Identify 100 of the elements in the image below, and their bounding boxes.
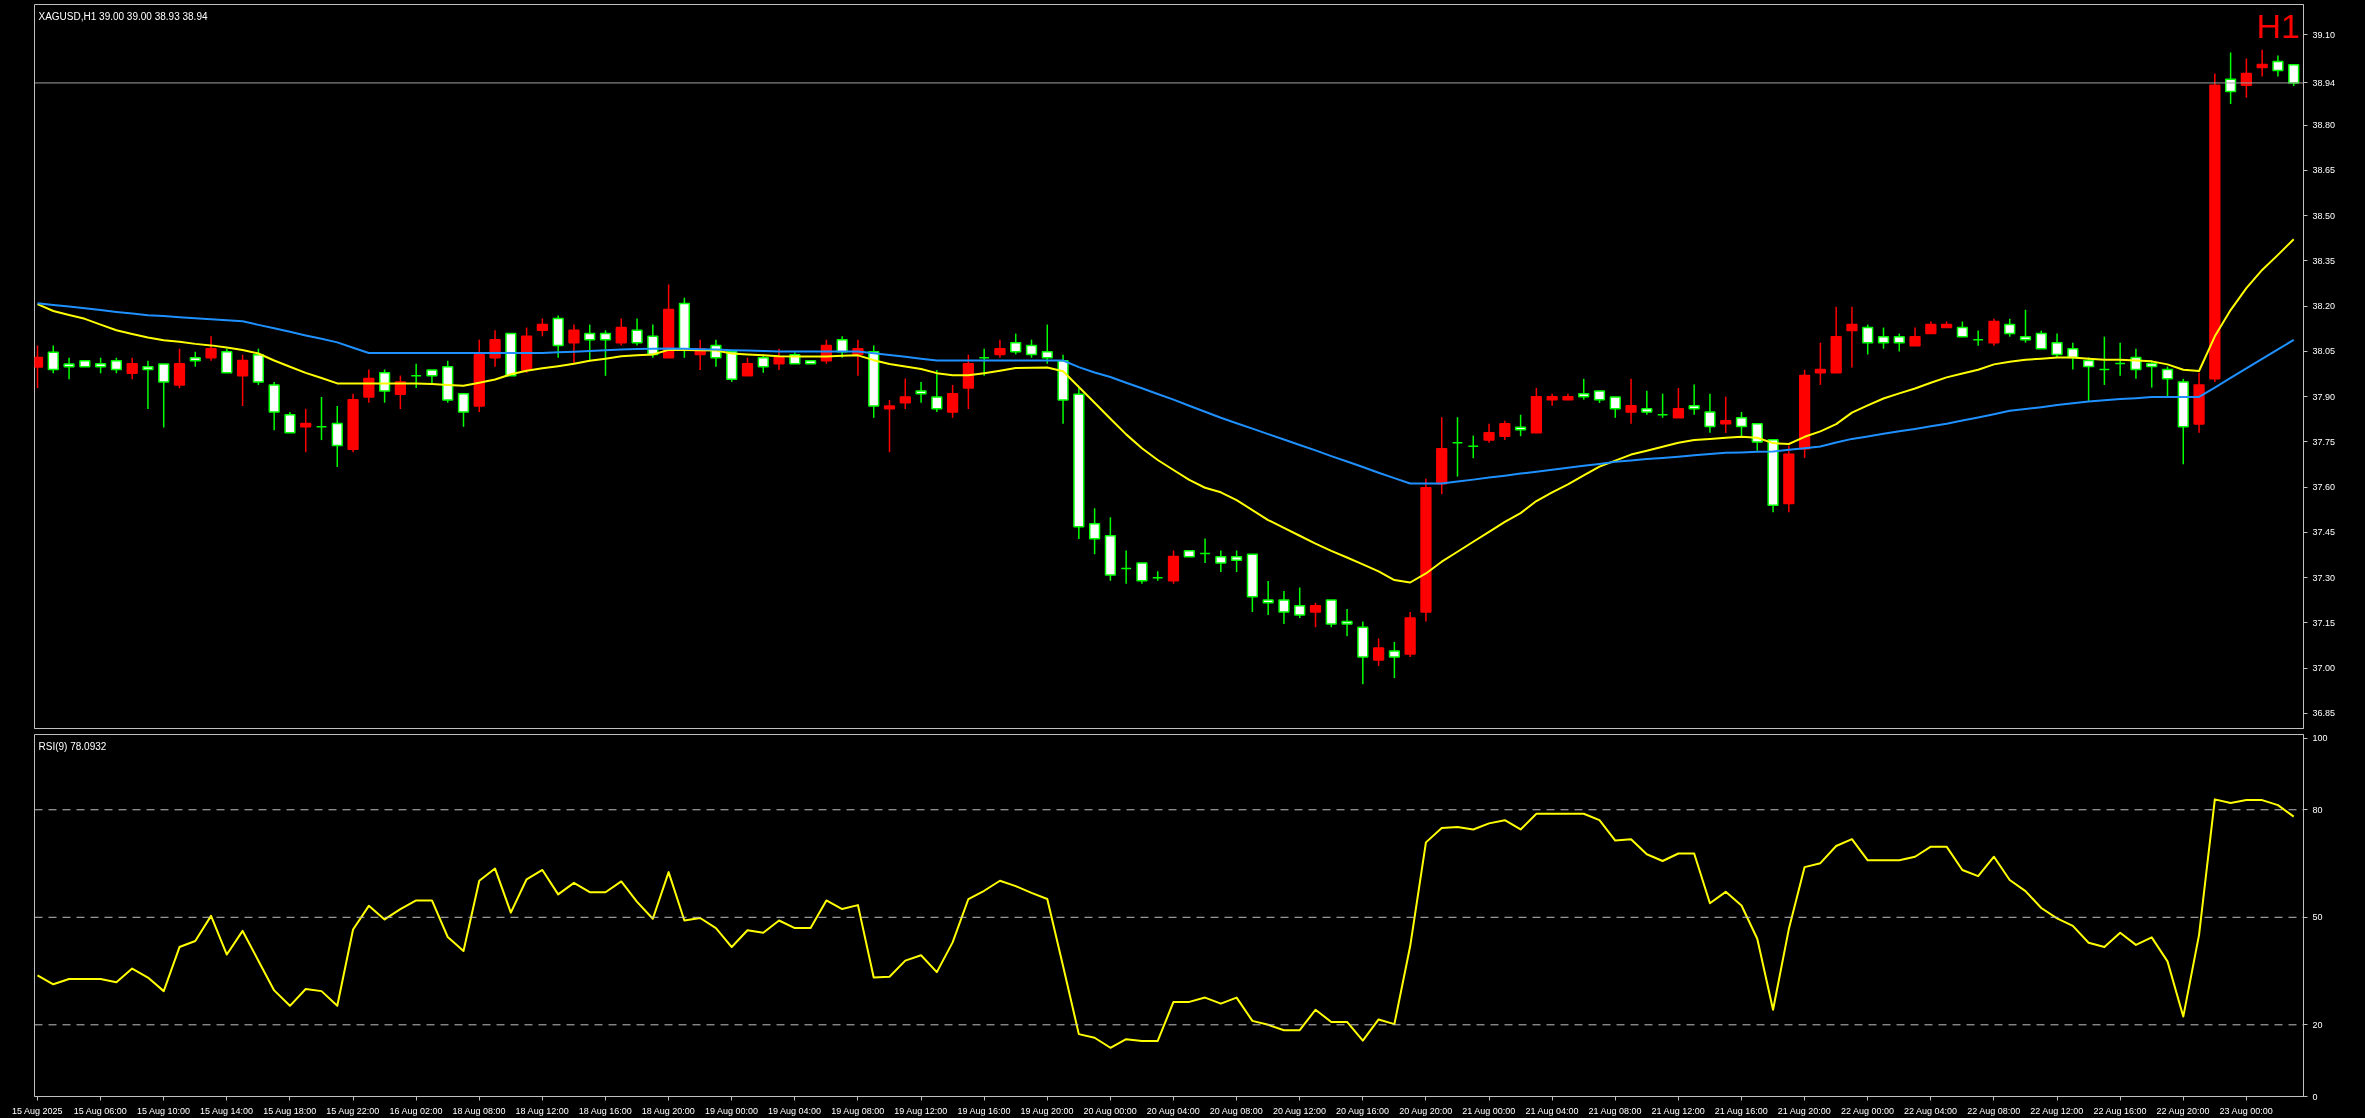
candlestick <box>2146 359 2158 389</box>
candlestick <box>457 392 470 428</box>
candlestick <box>1578 378 1590 401</box>
candlestick <box>2098 335 2111 386</box>
candlestick <box>615 317 627 347</box>
candlestick <box>300 407 312 453</box>
x-tick-label: 15 Aug 06:00 <box>73 1105 127 1116</box>
x-tick-label: 21 Aug 08:00 <box>1588 1105 1642 1116</box>
y-tick-label: 37.90 <box>2312 391 2336 402</box>
y-tick-label: 20 <box>2312 1019 2323 1030</box>
x-tick-label: 20 Aug 08:00 <box>1209 1105 1263 1116</box>
candlestick <box>1088 507 1101 555</box>
x-tick-label: 19 Aug 16:00 <box>957 1105 1011 1116</box>
candlestick <box>2082 356 2095 402</box>
x-tick-label: 19 Aug 12:00 <box>894 1105 948 1116</box>
candlestick <box>1672 387 1685 419</box>
line-series <box>36 302 2295 485</box>
candlestick <box>599 329 612 377</box>
candlestick <box>1688 383 1700 416</box>
candlestick <box>1846 306 1858 369</box>
candlestick <box>47 344 59 374</box>
x-tick-label: 22 Aug 20:00 <box>2156 1105 2210 1116</box>
candlestick <box>1972 329 1984 347</box>
y-tick-label: 38.35 <box>2312 255 2336 266</box>
candlestick <box>1136 562 1148 585</box>
x-tick-label: 22 Aug 00:00 <box>1840 1105 1895 1116</box>
candlestick <box>284 411 296 434</box>
candlestick <box>1309 601 1322 628</box>
candlestick <box>2114 341 2126 377</box>
candlestick <box>1010 332 1022 356</box>
candlestick <box>1372 637 1385 667</box>
x-tick-label: 16 Aug 02:00 <box>389 1105 443 1116</box>
candlestick <box>1041 323 1053 365</box>
candlestick <box>1656 392 1669 419</box>
candlestick <box>1451 416 1464 478</box>
y-tick-label: 38.05 <box>2312 346 2336 357</box>
candlestick <box>773 347 785 371</box>
candlestick <box>978 347 990 377</box>
x-tick-label: 15 Aug 18:00 <box>263 1105 317 1116</box>
candlestick <box>1199 537 1211 564</box>
candlestick <box>1278 590 1290 625</box>
line-series <box>36 238 2295 584</box>
candlestick <box>568 323 580 365</box>
candlestick <box>1909 326 1921 347</box>
x-tick-label: 19 Aug 00:00 <box>704 1105 759 1116</box>
candlestick <box>1988 318 2000 347</box>
y-tick-label: 100 <box>2312 733 2328 744</box>
candlestick <box>173 347 186 389</box>
x-tick-label: 19 Aug 20:00 <box>1020 1105 1074 1116</box>
candlestick <box>331 405 343 468</box>
candlestick <box>1735 411 1748 437</box>
candlestick <box>410 363 422 389</box>
x-tick-label: 20 Aug 20:00 <box>1399 1105 1453 1116</box>
y-tick-label: 38.50 <box>2312 210 2336 221</box>
x-tick-label: 18 Aug 20:00 <box>641 1105 695 1116</box>
y-tick-label: 38.20 <box>2312 301 2336 312</box>
candlestick <box>931 369 943 413</box>
x-tick-label: 15 Aug 2025 <box>11 1105 63 1116</box>
y-tick-label: 37.15 <box>2312 617 2336 628</box>
candlestick <box>236 353 249 407</box>
candlestick <box>142 360 154 410</box>
candlestick <box>2161 365 2174 398</box>
candlestick <box>631 317 643 347</box>
x-tick-label: 22 Aug 08:00 <box>1967 1105 2021 1116</box>
x-tick-label: 22 Aug 16:00 <box>2093 1105 2147 1116</box>
candlestick <box>1625 378 1637 425</box>
candlestick <box>2035 329 2047 350</box>
line-series <box>36 798 2295 1049</box>
candlestick <box>1025 338 1038 359</box>
candlestick <box>34 344 44 389</box>
y-tick-label: 37.00 <box>2312 663 2336 674</box>
candlestick <box>221 347 233 374</box>
candlestick <box>2019 309 2032 344</box>
candlestick <box>1483 423 1495 444</box>
x-tick-label: 21 Aug 20:00 <box>1777 1105 1831 1116</box>
y-tick-label: 50 <box>2312 912 2323 923</box>
candlestick <box>1720 395 1732 434</box>
candlestick <box>1294 586 1306 619</box>
x-tick-label: 23 Aug 00:00 <box>2219 1105 2273 1116</box>
y-tick-label: 38.65 <box>2312 165 2336 176</box>
y-tick-label: 37.75 <box>2312 436 2336 447</box>
x-tick-label: 15 Aug 14:00 <box>200 1105 254 1116</box>
candlestick <box>1877 326 1890 350</box>
x-tick-label: 19 Aug 04:00 <box>768 1105 822 1116</box>
y-tick-label: 37.45 <box>2312 527 2336 538</box>
x-tick-label: 15 Aug 10:00 <box>136 1105 191 1116</box>
candlestick <box>126 357 138 380</box>
candlestick <box>63 357 75 380</box>
candlestick <box>2288 64 2300 87</box>
candlestick <box>1862 323 1874 356</box>
candlestick <box>2272 54 2284 78</box>
x-tick-label: 19 Aug 08:00 <box>831 1105 885 1116</box>
candlestick <box>1814 341 1827 386</box>
x-tick-label: 21 Aug 12:00 <box>1651 1105 1705 1116</box>
candlestick <box>1388 641 1401 679</box>
candlestick <box>1215 549 1227 573</box>
x-tick-label: 22 Aug 04:00 <box>1904 1105 1958 1116</box>
candlestick <box>994 338 1006 359</box>
x-tick-label: 21 Aug 04:00 <box>1525 1105 1579 1116</box>
text: RSI(9) 78.0932 <box>38 740 107 752</box>
